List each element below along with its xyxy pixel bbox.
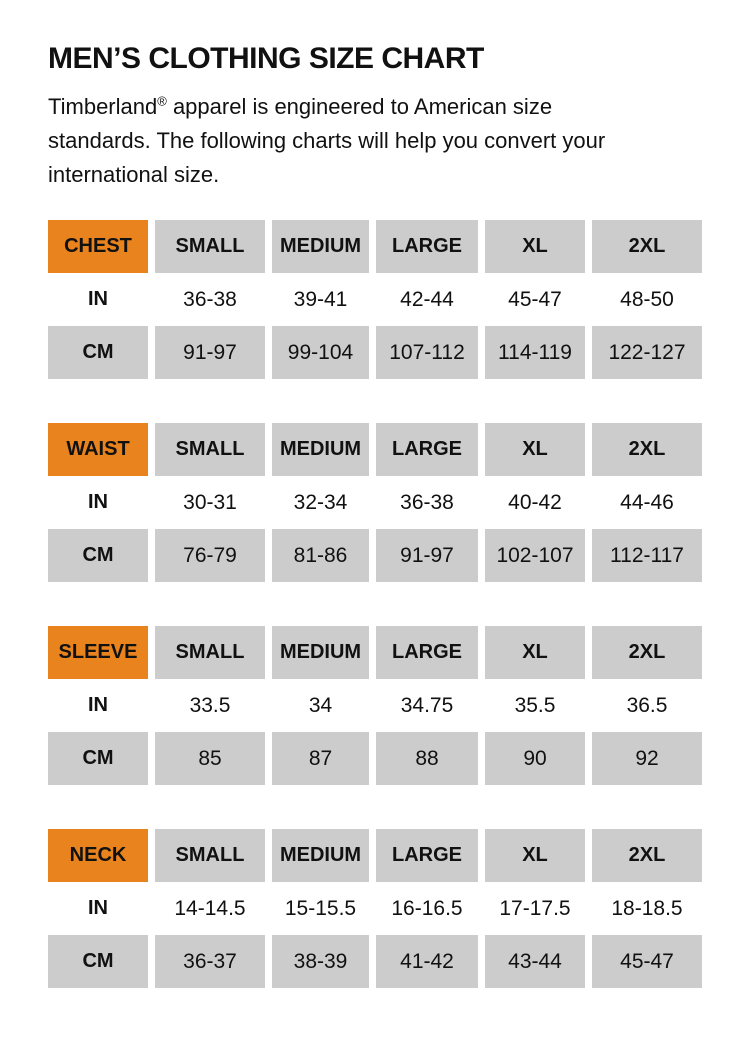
neck-size-header-2xl: 2XL (592, 829, 702, 882)
waist-measure-header: WAIST (48, 423, 148, 476)
neck-in-2xl-value: 18-18.5 (592, 882, 702, 935)
chest-in-xl-value: 45-47 (485, 273, 585, 326)
waist-cm-large-value: 91-97 (376, 529, 478, 582)
size-table-sleeve: SLEEVE SMALL MEDIUM LARGE XL 2XL IN 33.5 34 34.75… (48, 626, 702, 785)
waist-in-large-value: 36-38 (376, 476, 478, 529)
intro-brand: Timberland (48, 94, 158, 119)
neck-cm-medium-value: 38-39 (272, 935, 369, 988)
waist-size-header-medium: MEDIUM (272, 423, 369, 476)
sleeve-in-large-value: 34.75 (376, 679, 478, 732)
sleeve-in-medium-value: 34 (272, 679, 369, 732)
chest-size-header-medium: MEDIUM (272, 220, 369, 273)
sleeve-measure-header: SLEEVE (48, 626, 148, 679)
sleeve-size-header-small: SMALL (155, 626, 265, 679)
neck-unit-label-in: IN (48, 882, 148, 935)
chest-size-header-2xl: 2XL (592, 220, 702, 273)
neck-measure-header: NECK (48, 829, 148, 882)
neck-cm-xl-value: 43-44 (485, 935, 585, 988)
chest-cm-small-value: 91-97 (155, 326, 265, 379)
neck-in-medium-value: 15-15.5 (272, 882, 369, 935)
sleeve-cm-xl-value: 90 (485, 732, 585, 785)
size-table-neck: NECK SMALL MEDIUM LARGE XL 2XL IN 14-14.5 15-15.… (48, 829, 702, 988)
sleeve-unit-label-in: IN (48, 679, 148, 732)
neck-size-header-large: LARGE (376, 829, 478, 882)
intro-body: apparel is engineered to American size s… (48, 94, 606, 187)
chest-unit-label-in: IN (48, 273, 148, 326)
registered-trademark-symbol: ® (157, 93, 167, 109)
waist-in-medium-value: 32-34 (272, 476, 369, 529)
neck-size-header-xl: XL (485, 829, 585, 882)
neck-unit-label-cm: CM (48, 935, 148, 988)
page-title: MEN’S CLOTHING SIZE CHART (48, 42, 484, 75)
waist-in-2xl-value: 44-46 (592, 476, 702, 529)
neck-size-header-small: SMALL (155, 829, 265, 882)
sleeve-size-header-2xl: 2XL (592, 626, 702, 679)
waist-unit-label-in: IN (48, 476, 148, 529)
neck-in-small-value: 14-14.5 (155, 882, 265, 935)
sleeve-size-header-xl: XL (485, 626, 585, 679)
neck-size-header-medium: MEDIUM (272, 829, 369, 882)
neck-in-xl-value: 17-17.5 (485, 882, 585, 935)
chest-unit-label-cm: CM (48, 326, 148, 379)
waist-unit-label-cm: CM (48, 529, 148, 582)
chest-size-header-small: SMALL (155, 220, 265, 273)
neck-cm-small-value: 36-37 (155, 935, 265, 988)
sleeve-size-header-large: LARGE (376, 626, 478, 679)
chest-in-small-value: 36-38 (155, 273, 265, 326)
waist-size-header-large: LARGE (376, 423, 478, 476)
sleeve-cm-2xl-value: 92 (592, 732, 702, 785)
chest-in-large-value: 42-44 (376, 273, 478, 326)
waist-cm-medium-value: 81-86 (272, 529, 369, 582)
sleeve-size-header-medium: MEDIUM (272, 626, 369, 679)
sleeve-cm-small-value: 85 (155, 732, 265, 785)
chest-in-2xl-value: 48-50 (592, 273, 702, 326)
chest-cm-2xl-value: 122-127 (592, 326, 702, 379)
chest-cm-large-value: 107-112 (376, 326, 478, 379)
waist-cm-small-value: 76-79 (155, 529, 265, 582)
chest-cm-medium-value: 99-104 (272, 326, 369, 379)
neck-cm-2xl-value: 45-47 (592, 935, 702, 988)
chest-cm-xl-value: 114-119 (485, 326, 585, 379)
waist-in-small-value: 30-31 (155, 476, 265, 529)
sleeve-unit-label-cm: CM (48, 732, 148, 785)
intro-text: Timberland® apparel is engineered to Ame… (48, 90, 638, 192)
chest-size-header-xl: XL (485, 220, 585, 273)
waist-size-header-small: SMALL (155, 423, 265, 476)
size-table-waist: WAIST SMALL MEDIUM LARGE XL 2XL IN 30-31 32-34 36… (48, 423, 702, 582)
waist-in-xl-value: 40-42 (485, 476, 585, 529)
waist-cm-2xl-value: 112-117 (592, 529, 702, 582)
waist-cm-xl-value: 102-107 (485, 529, 585, 582)
size-table-chest: CHEST SMALL MEDIUM LARGE XL 2XL IN 36-38 39-41 42… (48, 220, 702, 379)
waist-size-header-xl: XL (485, 423, 585, 476)
waist-size-header-2xl: 2XL (592, 423, 702, 476)
sleeve-in-2xl-value: 36.5 (592, 679, 702, 732)
sleeve-cm-large-value: 88 (376, 732, 478, 785)
sleeve-in-xl-value: 35.5 (485, 679, 585, 732)
sleeve-cm-medium-value: 87 (272, 732, 369, 785)
chest-size-header-large: LARGE (376, 220, 478, 273)
sleeve-in-small-value: 33.5 (155, 679, 265, 732)
neck-in-large-value: 16-16.5 (376, 882, 478, 935)
chest-measure-header: CHEST (48, 220, 148, 273)
neck-cm-large-value: 41-42 (376, 935, 478, 988)
chest-in-medium-value: 39-41 (272, 273, 369, 326)
size-tables-container: CHEST SMALL MEDIUM LARGE XL 2XL IN 36-38 39-41 42… (48, 220, 702, 988)
